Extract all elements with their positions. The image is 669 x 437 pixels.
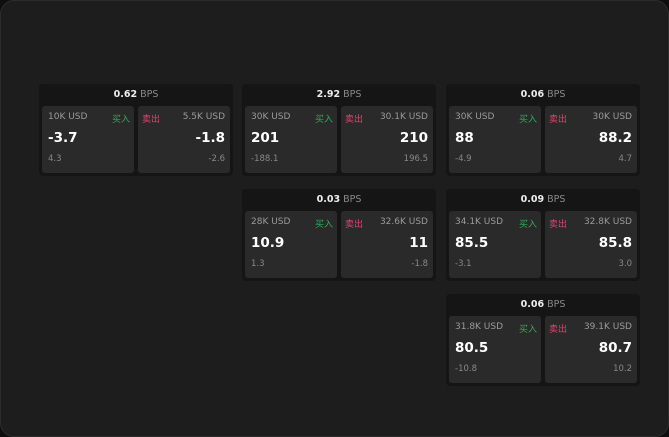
quote-card: 0.62 BPS 10K USD 买入 -3.7 4.3 卖出 5.5K USD…: [39, 84, 233, 176]
buy-size: 31.8K USD: [455, 322, 504, 332]
sell-label: 卖出: [345, 220, 364, 230]
sell-price: 210: [399, 130, 428, 146]
sell-quote[interactable]: 卖出 32.6K USD 11 -1.8: [341, 211, 433, 278]
sell-price: 88.2: [598, 130, 632, 146]
quote-card: 0.09 BPS 34.1K USD 买入 85.5 -3.1 卖出 32.8K…: [446, 189, 640, 281]
sell-price: 80.7: [598, 340, 632, 356]
buy-change: 1.3: [251, 259, 265, 269]
sell-size: 32.6K USD: [379, 217, 428, 227]
sell-size: 32.8K USD: [583, 217, 632, 227]
sell-quote[interactable]: 卖出 5.5K USD -1.8 -2.6: [138, 106, 230, 173]
spread-header: 2.92 BPS: [242, 84, 436, 106]
sell-change: -2.6: [208, 154, 225, 164]
sell-size: 5.5K USD: [182, 112, 225, 122]
spread-value: 0.62: [113, 89, 138, 100]
buy-label: 买入: [518, 115, 537, 125]
sell-quote[interactable]: 卖出 39.1K USD 80.7 10.2: [545, 316, 637, 383]
spread-value: 0.06: [520, 89, 545, 100]
spread-header: 0.62 BPS: [39, 84, 233, 106]
buy-price: 85.5: [455, 235, 489, 251]
sell-change: -1.8: [411, 259, 428, 269]
sell-price: 11: [409, 235, 428, 251]
buy-size: 30K USD: [455, 112, 495, 122]
quote-card: 0.06 BPS 30K USD 买入 88 -4.9 卖出 30K USD 8…: [446, 84, 640, 176]
buy-change: -3.1: [455, 259, 472, 269]
buy-change: -188.1: [251, 154, 279, 164]
sell-price: -1.8: [195, 130, 225, 146]
spread-header: 0.06 BPS: [446, 294, 640, 316]
buy-change: -4.9: [455, 154, 472, 164]
spread-header: 0.06 BPS: [446, 84, 640, 106]
buy-quote[interactable]: 30K USD 买入 88 -4.9: [449, 106, 541, 173]
sell-change: 196.5: [403, 154, 428, 164]
buy-price: 10.9: [251, 235, 285, 251]
spread-unit: BPS: [547, 89, 566, 100]
sell-size: 30K USD: [592, 112, 632, 122]
buy-size: 30K USD: [251, 112, 291, 122]
spread-unit: BPS: [343, 194, 362, 205]
sell-change: 4.7: [618, 154, 632, 164]
spread-value: 0.03: [316, 194, 341, 205]
buy-price: 80.5: [455, 340, 489, 356]
sell-label: 卖出: [549, 325, 568, 335]
sell-size: 30.1K USD: [379, 112, 428, 122]
spread-unit: BPS: [547, 299, 566, 310]
spread-header: 0.03 BPS: [242, 189, 436, 211]
spread-unit: BPS: [343, 89, 362, 100]
sell-label: 卖出: [549, 115, 568, 125]
buy-label: 买入: [314, 115, 333, 125]
buy-label: 买入: [518, 220, 537, 230]
buy-quote[interactable]: 31.8K USD 买入 80.5 -10.8: [449, 316, 541, 383]
quote-card: 2.92 BPS 30K USD 买入 201 -188.1 卖出 30.1K …: [242, 84, 436, 176]
buy-quote[interactable]: 30K USD 买入 201 -188.1: [245, 106, 337, 173]
buy-quote[interactable]: 28K USD 买入 10.9 1.3: [245, 211, 337, 278]
sell-quote[interactable]: 卖出 30.1K USD 210 196.5: [341, 106, 433, 173]
buy-change: 4.3: [48, 154, 62, 164]
buy-quote[interactable]: 34.1K USD 买入 85.5 -3.1: [449, 211, 541, 278]
spread-unit: BPS: [140, 89, 159, 100]
spread-value: 2.92: [316, 89, 341, 100]
spread-unit: BPS: [547, 194, 566, 205]
sell-size: 39.1K USD: [583, 322, 632, 332]
spread-header: 0.09 BPS: [446, 189, 640, 211]
sell-change: 3.0: [618, 259, 632, 269]
buy-quote[interactable]: 10K USD 买入 -3.7 4.3: [42, 106, 134, 173]
sell-price: 85.8: [598, 235, 632, 251]
buy-size: 28K USD: [251, 217, 291, 227]
sell-label: 卖出: [549, 220, 568, 230]
buy-label: 买入: [111, 115, 130, 125]
sell-label: 卖出: [142, 115, 161, 125]
buy-price: 88: [455, 130, 474, 146]
buy-change: -10.8: [455, 364, 477, 374]
buy-label: 买入: [314, 220, 333, 230]
quote-card: 0.06 BPS 31.8K USD 买入 80.5 -10.8 卖出 39.1…: [446, 294, 640, 386]
sell-change: 10.2: [613, 364, 632, 374]
sell-quote[interactable]: 卖出 30K USD 88.2 4.7: [545, 106, 637, 173]
buy-label: 买入: [518, 325, 537, 335]
buy-price: 201: [251, 130, 280, 146]
buy-price: -3.7: [48, 130, 78, 146]
spread-value: 0.06: [520, 299, 545, 310]
sell-quote[interactable]: 卖出 32.8K USD 85.8 3.0: [545, 211, 637, 278]
buy-size: 34.1K USD: [455, 217, 504, 227]
sell-label: 卖出: [345, 115, 364, 125]
quote-card: 0.03 BPS 28K USD 买入 10.9 1.3 卖出 32.6K US…: [242, 189, 436, 281]
spread-value: 0.09: [520, 194, 545, 205]
buy-size: 10K USD: [48, 112, 88, 122]
